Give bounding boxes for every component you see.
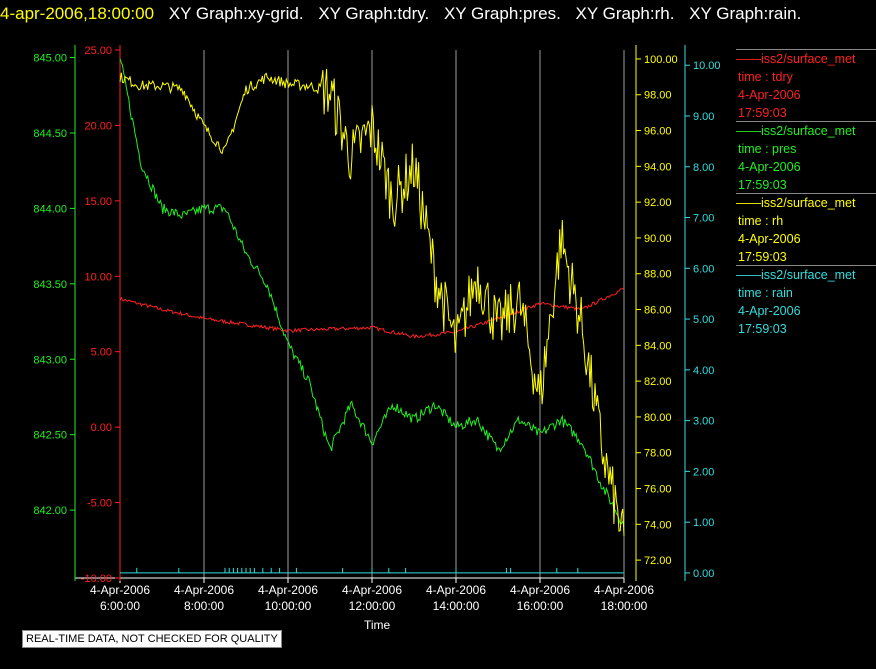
legend-separator [736, 193, 876, 194]
series-line-pres [119, 58, 625, 525]
y-tick-label-rh: 96.00 [644, 126, 672, 138]
graph-title-tdry: XY Graph:tdry. [318, 4, 430, 23]
timestamp: 4-apr-2006,18:00:00 [0, 4, 155, 23]
x-tick-label-date: 4-Apr-2006 [594, 583, 654, 597]
x-tick-label-time: 16:00:00 [517, 599, 564, 613]
y-tick-label-rh: 72.00 [644, 555, 672, 567]
graph-title-xy-grid: XY Graph:xy-grid. [168, 4, 304, 23]
legend-time: 17:59:03 [738, 250, 787, 264]
series-line-rh [119, 68, 625, 537]
legend-separator [736, 265, 876, 266]
y-tick-label-rain: 0.00 [693, 568, 714, 580]
y-tick-label-pres: 844.00 [33, 203, 67, 215]
y-tick-label-rain: 3.00 [693, 416, 714, 428]
x-tick-label-date: 4-Apr-2006 [510, 583, 570, 597]
y-tick-label-rain: 7.00 [693, 213, 714, 225]
y-tick-label-tdry: -10.00 [81, 573, 112, 585]
y-tick-label-rh: 92.00 [644, 197, 672, 209]
y-tick-label-pres: 842.00 [33, 505, 67, 517]
title-bar: 4-apr-2006,18:00:00 XY Graph:xy-grid. XY… [0, 2, 801, 26]
legend-date: 4-Apr-2006 [738, 304, 801, 318]
graph-title-rain: XY Graph:rain. [689, 4, 802, 23]
y-tick-label-tdry: 20.00 [84, 120, 112, 132]
y-tick-label-rain: 10.00 [693, 60, 721, 72]
y-tick-label-rain: 8.00 [693, 162, 714, 174]
y-tick-label-rh: 80.00 [644, 412, 672, 424]
x-axis-title: Time [364, 618, 391, 632]
y-tick-label-rh: 100.00 [644, 54, 678, 66]
y-tick-label-rain: 1.00 [693, 517, 714, 529]
y-tick-label-rh: 74.00 [644, 519, 672, 531]
x-tick-label-date: 4-Apr-2006 [342, 583, 402, 597]
y-tick-label-rain: 6.00 [693, 263, 714, 275]
x-tick-label-time: 10:00:00 [265, 599, 312, 613]
y-tick-label-rh: 94.00 [644, 161, 672, 173]
graph-title-rh: XY Graph:rh. [575, 4, 675, 23]
graph-title-pres: XY Graph:pres. [443, 4, 561, 23]
legend-date: 4-Apr-2006 [738, 232, 801, 246]
y-tick-label-rh: 76.00 [644, 484, 672, 496]
x-tick-label-date: 4-Apr-2006 [258, 583, 318, 597]
x-tick-label-time: 18:00:00 [601, 599, 648, 613]
x-tick-label-date: 4-Apr-2006 [174, 583, 234, 597]
y-tick-label-rain: 9.00 [693, 111, 714, 123]
legend-variable: time : rh [738, 214, 784, 228]
legend-time: 17:59:03 [738, 106, 787, 120]
y-tick-label-tdry: -5.00 [87, 498, 112, 510]
y-tick-label-rh: 86.00 [644, 305, 672, 317]
y-tick-label-rain: 5.00 [693, 314, 714, 326]
legend-source: ——iss2/surface_met [736, 52, 856, 66]
y-tick-label-tdry: 15.00 [84, 196, 112, 208]
series-line-tdry [119, 287, 625, 340]
legend-variable: time : rain [738, 286, 793, 300]
x-tick-label-time: 6:00:00 [100, 599, 140, 613]
y-tick-label-rh: 98.00 [644, 90, 672, 102]
y-tick-label-rh: 78.00 [644, 448, 672, 460]
y-tick-label-tdry: 25.00 [84, 45, 112, 57]
legend-time: 17:59:03 [738, 178, 787, 192]
legend-variable: time : tdry [738, 70, 793, 84]
legend-source: ——iss2/surface_met [736, 268, 856, 282]
x-tick-label-time: 14:00:00 [433, 599, 480, 613]
y-tick-label-rh: 90.00 [644, 233, 672, 245]
legend-date: 4-Apr-2006 [738, 88, 801, 102]
legend-source: ——iss2/surface_met [736, 196, 856, 210]
y-tick-label-tdry: 0.00 [91, 422, 112, 434]
y-tick-label-pres: 843.50 [33, 279, 67, 291]
y-tick-label-pres: 843.00 [33, 354, 67, 366]
y-tick-label-pres: 842.50 [33, 430, 67, 442]
y-tick-label-rh: 82.00 [644, 376, 672, 388]
y-tick-label-rh: 88.00 [644, 269, 672, 281]
y-tick-label-rain: 2.00 [693, 466, 714, 478]
x-tick-label-time: 8:00:00 [184, 599, 224, 613]
quality-note: REAL-TIME DATA, NOT CHECKED FOR QUALITY [22, 630, 282, 648]
legend-time: 17:59:03 [738, 322, 787, 336]
legend-source: ——iss2/surface_met [736, 124, 856, 138]
y-tick-label-pres: 845.00 [33, 53, 67, 65]
y-tick-label-tdry: 5.00 [91, 347, 112, 359]
y-tick-label-rain: 4.00 [693, 365, 714, 377]
y-tick-label-pres: 844.50 [33, 128, 67, 140]
x-tick-label-date: 4-Apr-2006 [90, 583, 150, 597]
x-tick-label-date: 4-Apr-2006 [426, 583, 486, 597]
y-tick-label-tdry: 10.00 [84, 271, 112, 283]
legend-separator [736, 49, 876, 50]
y-tick-label-rh: 84.00 [644, 340, 672, 352]
legend-date: 4-Apr-2006 [738, 160, 801, 174]
legend-separator [736, 121, 876, 122]
x-tick-label-time: 12:00:00 [349, 599, 396, 613]
legend-variable: time : pres [738, 142, 797, 156]
